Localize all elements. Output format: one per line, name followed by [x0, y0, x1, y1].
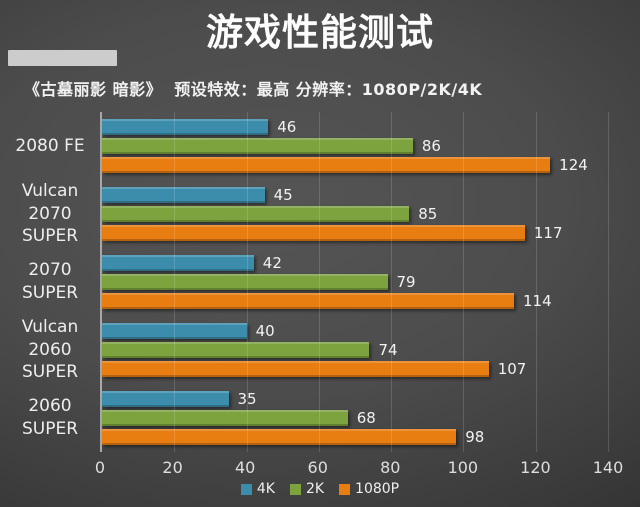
bar-line: 98 [102, 428, 608, 446]
x-tick-label: 100 [447, 458, 479, 477]
bar-1080p [102, 157, 551, 173]
bar-group: 42 79 114 [102, 248, 608, 316]
category-label: Vulcan 2060 SUPER [21, 316, 79, 383]
category-label: 2060 SUPER [21, 396, 79, 439]
bar-value-label: 117 [533, 224, 563, 242]
gridline [608, 112, 609, 452]
bar-line: 79 [102, 273, 608, 291]
bar-line: 35 [102, 390, 608, 408]
bar-value-label: 45 [273, 186, 293, 204]
gridline [535, 112, 537, 452]
plot-area: 46 86 124 45 85 117 42 79 114 40 74 107 35 68 98 [100, 112, 609, 452]
bar-4k [102, 187, 265, 203]
legend-item: 2K [289, 481, 325, 497]
legend-swatch-1080p [339, 483, 351, 495]
x-tick-label: 20 [162, 458, 183, 477]
bar-value-label: 86 [421, 137, 441, 155]
x-tick-label: 60 [307, 458, 328, 477]
bar-value-label: 79 [396, 273, 416, 291]
bar-group: 35 68 98 [102, 384, 608, 452]
bar-4k [102, 391, 229, 407]
legend-item: 1080P [339, 481, 399, 497]
gridline [246, 112, 248, 452]
bar-value-label: 40 [255, 322, 275, 340]
bar-2k [102, 274, 388, 290]
legend: 4K 2K 1080P [0, 481, 640, 497]
category-axis: 2080 FE Vulcan 2070 SUPER 2070 SUPER Vulcan… [0, 112, 100, 452]
legend-label: 4K [256, 481, 275, 497]
bar-value-label: 114 [523, 292, 552, 310]
bar-1080p [102, 429, 457, 445]
gridline [391, 112, 393, 452]
bar-group: 40 74 107 [102, 316, 608, 384]
x-tick-label: 80 [380, 458, 401, 477]
bar-line: 40 [102, 322, 608, 340]
bar-value-label: 85 [418, 205, 438, 223]
bar-line: 114 [102, 292, 608, 310]
bar-4k [102, 323, 247, 339]
watermark-strip [8, 50, 117, 66]
chart-subtitle: 《古墓丽影 暗影》 预设特效：最高 分辨率：1080P/2K/4K [24, 80, 483, 99]
bar-value-label: 74 [378, 341, 398, 359]
bar-line: 107 [102, 360, 608, 378]
bar-line: 86 [102, 137, 608, 155]
x-axis: 0 20 40 60 80 100 120 140 [95, 458, 623, 480]
bar-line: 85 [102, 205, 608, 223]
gridline [318, 112, 320, 452]
bar-line: 46 [102, 118, 608, 136]
bar-value-label: 46 [277, 118, 297, 136]
legend-label: 1080P [355, 481, 400, 497]
page-title: 游戏性能测试 [206, 11, 434, 54]
category-label: Vulcan 2070 SUPER [21, 180, 79, 247]
bar-value-label: 68 [356, 409, 376, 427]
bar-4k [102, 119, 269, 135]
gridline [463, 112, 465, 452]
bar-line: 42 [102, 254, 608, 272]
bar-value-label: 35 [237, 390, 257, 408]
legend-swatch-4k [240, 483, 252, 495]
x-tick-label: 0 [94, 458, 106, 477]
bar-value-label: 42 [262, 254, 282, 272]
legend-item: 4K [240, 481, 275, 497]
x-tick-label: 140 [592, 458, 624, 477]
bar-value-label: 98 [465, 428, 485, 446]
x-tick-label: 120 [520, 458, 551, 477]
bar-line: 45 [102, 186, 608, 204]
bar-line: 68 [102, 409, 608, 427]
bar-1080p [102, 225, 525, 241]
gridline [174, 112, 176, 452]
bar-value-label: 107 [497, 360, 527, 378]
bar-4k [102, 255, 254, 271]
bar-2k [102, 342, 370, 358]
legend-swatch-2k [289, 483, 301, 495]
legend-label: 2K [305, 481, 325, 497]
category-label: 2080 FE [15, 135, 85, 156]
bar-2k [102, 410, 348, 426]
bar-group: 46 86 124 [102, 112, 608, 180]
bar-value-label: 124 [559, 156, 588, 174]
x-tick-label: 40 [234, 458, 256, 477]
bar-2k [102, 206, 410, 222]
bar-group: 45 85 117 [102, 180, 608, 248]
category-label: 2070 SUPER [21, 260, 79, 303]
bar-line: 74 [102, 341, 608, 359]
bar-line: 124 [102, 156, 608, 174]
bar-1080p [102, 293, 515, 309]
bar-1080p [102, 361, 489, 377]
bar-line: 117 [102, 224, 608, 242]
bar-2k [102, 138, 413, 154]
